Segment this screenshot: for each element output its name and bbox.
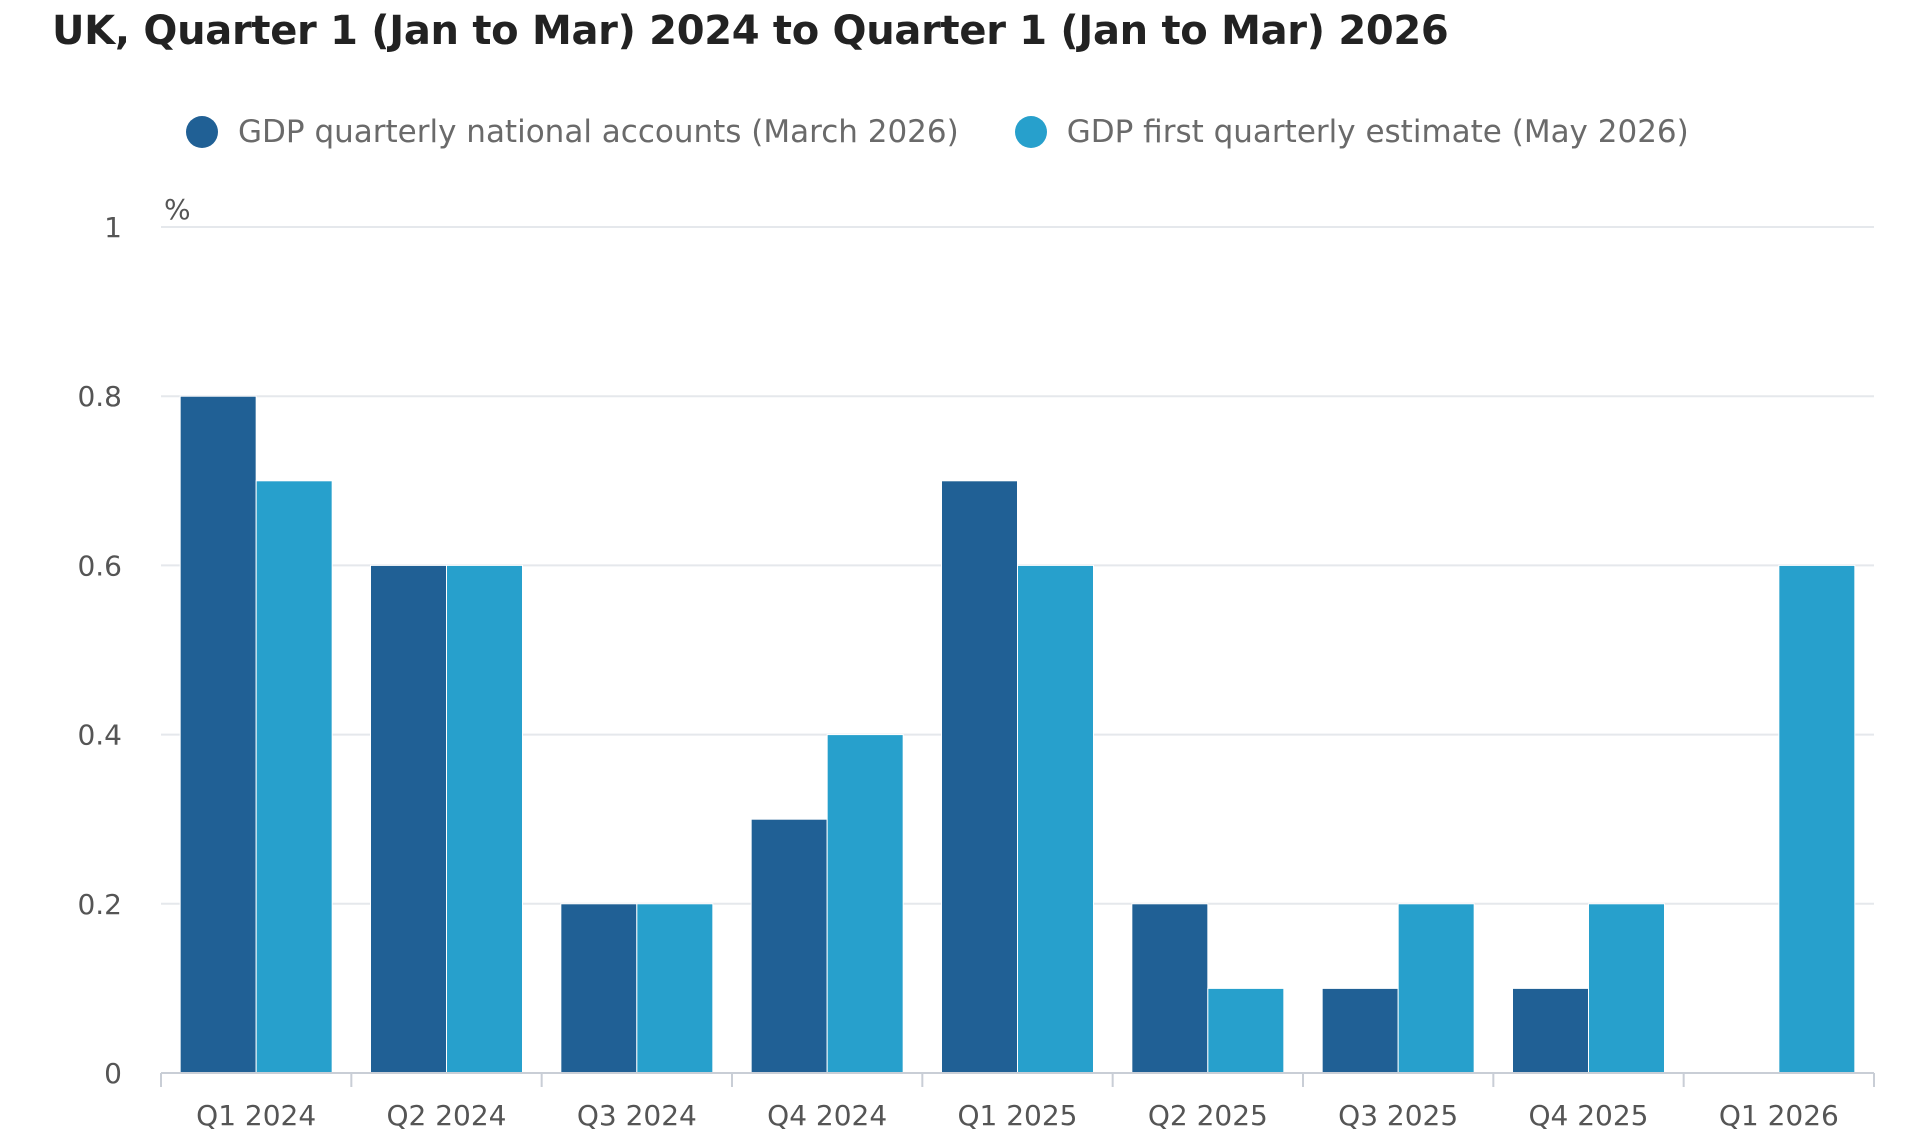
bar-series-2	[1017, 564, 1094, 1074]
y-tick-label: 0.2	[77, 888, 122, 921]
x-tick-label: Q3 2024	[577, 1099, 697, 1132]
bars	[179, 395, 1856, 1074]
x-tick-label: Q1 2024	[196, 1099, 316, 1132]
x-tick-label: Q2 2024	[386, 1099, 506, 1132]
axes: 0 0.2 0.4 0.6 0.8 1 Q1 2024 Q2 2024 Q3 2024 Q4 20…	[77, 211, 1875, 1132]
bar-series-2	[1397, 903, 1475, 1074]
bar-series-1	[370, 564, 447, 1074]
bar-series-2	[446, 564, 523, 1074]
y-tick-label: 0.4	[77, 719, 122, 752]
bar-series-2	[1588, 903, 1665, 1074]
bar-series-1	[1321, 987, 1399, 1074]
legend-item-series-1[interactable]: GDP quarterly national accounts (March 2…	[186, 114, 959, 150]
y-tick-label: 1	[104, 211, 122, 244]
bar-series-2	[255, 480, 333, 1074]
bar-series-1	[750, 818, 828, 1074]
bar-series-1	[1512, 987, 1589, 1074]
y-tick-label: 0.6	[77, 549, 122, 582]
bar-series-1	[179, 395, 257, 1074]
bar-series-2	[1778, 564, 1856, 1074]
x-tick-label: Q3 2025	[1338, 1099, 1458, 1132]
legend-label-series-1: GDP quarterly national accounts (March 2…	[238, 114, 959, 150]
legend-label-series-2: GDP first quarterly estimate (May 2026)	[1066, 114, 1689, 150]
bar-series-2	[826, 734, 904, 1074]
x-tick-label: Q1 2025	[957, 1099, 1077, 1132]
y-axis-unit-label: %	[164, 193, 191, 226]
x-tick-label: Q4 2024	[767, 1099, 887, 1132]
legend-item-series-2[interactable]: GDP first quarterly estimate (May 2026)	[1014, 114, 1689, 150]
legend-swatch-series-1	[186, 116, 218, 148]
y-tick-label: 0	[104, 1057, 122, 1090]
x-tick-label: Q4 2025	[1528, 1099, 1648, 1132]
bar-series-1	[1131, 903, 1209, 1074]
y-tick-label: 0.8	[77, 380, 122, 413]
chart-title: UK, Quarter 1 (Jan to Mar) 2024 to Quart…	[52, 8, 1449, 54]
legend-swatch-series-2	[1014, 116, 1047, 148]
bar-series-1	[560, 903, 638, 1074]
x-tick-label: Q1 2026	[1719, 1099, 1839, 1132]
x-tick-label: Q2 2025	[1148, 1099, 1268, 1132]
chart-legend: GDP quarterly national accounts (March 2…	[186, 114, 1745, 150]
bar-series-2	[1207, 987, 1285, 1074]
bar-series-2	[636, 903, 714, 1074]
bar-series-1	[941, 480, 1018, 1074]
